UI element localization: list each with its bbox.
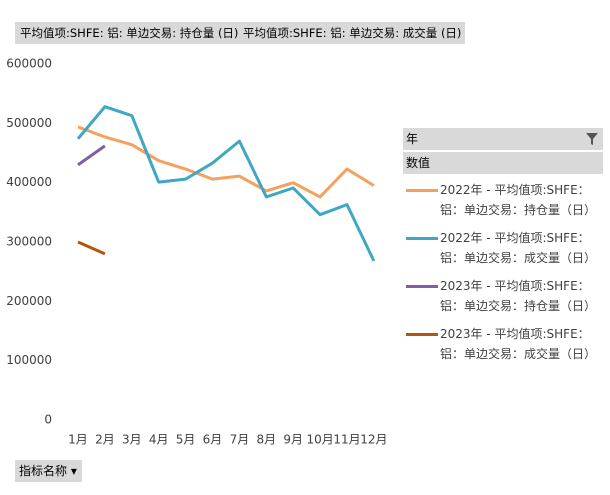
legend-values: 数值 [403, 152, 603, 174]
series-line [77, 125, 375, 199]
legend-item: 2022年 - 平均值项:SHFE：铝：单边交易：成交量（日） [403, 228, 603, 276]
x-tick-label: 6月 [203, 433, 223, 447]
y-tick-label: 600000 [6, 57, 52, 71]
legend-title: 年 [406, 132, 419, 146]
x-tick-label: 4月 [149, 433, 169, 447]
series-line [77, 240, 106, 256]
y-tick-label: 200000 [6, 294, 52, 308]
series-line [76, 105, 376, 262]
legend-item: 2022年 - 平均值项:SHFE：铝：单边交易：持仓量（日） [403, 180, 603, 228]
x-tick-label: 11月 [333, 433, 360, 447]
legend: 年 数值 2022年 - 平均值项:SHFE：铝：单边交易：持仓量（日） 2022… [403, 128, 603, 372]
legend-swatch [406, 333, 438, 336]
axis-field-label: 指标名称 [19, 464, 68, 478]
x-tick-label: 12月 [360, 433, 387, 447]
y-tick-label: 400000 [6, 175, 52, 189]
x-tick-label: 7月 [230, 433, 250, 447]
field-button[interactable]: 平均值项:SHFE: 铝: 单边交易: 成交量 (日) [243, 26, 462, 40]
y-tick-label: 500000 [6, 116, 52, 130]
legend-field[interactable]: 年 [403, 128, 603, 150]
legend-subtitle: 数值 [406, 156, 431, 170]
legend-item: 2023年 - 平均值项:SHFE：铝：单边交易：持仓量（日） [403, 276, 603, 324]
x-tick-label: 1月 [68, 433, 88, 447]
field-bar: 平均值项:SHFE: 铝: 单边交易: 持仓量 (日) 平均值项:SHFE: 铝… [15, 22, 465, 44]
x-tick-label: 5月 [176, 433, 196, 447]
x-tick-label: 8月 [256, 433, 276, 447]
legend-label: 2023年 - 平均值项:SHFE：铝：单边交易：持仓量（日） [440, 279, 597, 313]
y-tick-label: 100000 [6, 353, 52, 367]
legend-swatch [406, 189, 438, 192]
x-tick-label: 9月 [283, 433, 303, 447]
legend-item: 2023年 - 平均值项:SHFE：铝：单边交易：成交量（日） [403, 324, 603, 372]
axis-field-button[interactable]: 指标名称 ▾ [15, 460, 82, 482]
x-tick-label: 10月 [306, 433, 333, 447]
y-tick-label: 300000 [6, 235, 52, 249]
x-tick-label: 2月 [95, 433, 115, 447]
legend-label: 2023年 - 平均值项:SHFE：铝：单边交易：成交量（日） [440, 327, 597, 361]
filter-icon[interactable] [585, 132, 599, 146]
legend-label: 2022年 - 平均值项:SHFE：铝：单边交易：成交量（日） [440, 231, 597, 265]
field-button[interactable]: 平均值项:SHFE: 铝: 单边交易: 持仓量 (日) [20, 26, 239, 40]
legend-swatch [406, 237, 438, 240]
legend-label: 2022年 - 平均值项:SHFE：铝：单边交易：持仓量（日） [440, 183, 597, 217]
series-line [77, 144, 106, 167]
x-tick-label: 3月 [122, 433, 142, 447]
legend-swatch [406, 285, 438, 288]
y-tick-label: 0 [44, 413, 52, 427]
